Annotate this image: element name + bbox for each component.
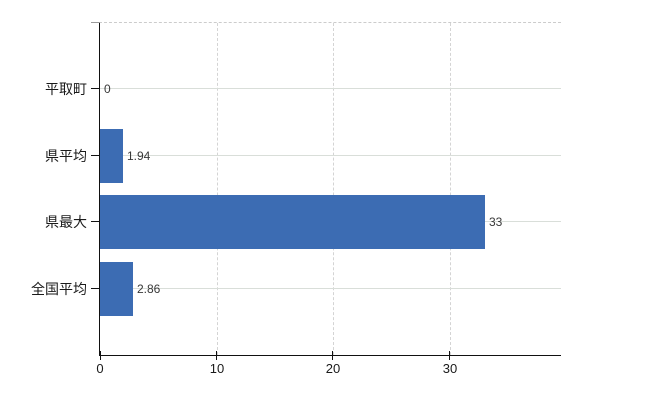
x-axis-tick (332, 351, 333, 360)
category-label: 全国平均 (31, 281, 87, 297)
gridline-vertical (216, 23, 218, 355)
gridline-horizontal (100, 88, 561, 89)
x-tick-label: 30 (442, 361, 458, 376)
category-label: 県平均 (45, 148, 87, 164)
value-label: 0 (104, 82, 111, 96)
x-axis-tick (216, 351, 217, 360)
x-tick-label: 20 (325, 361, 341, 376)
x-tick-label: 10 (209, 361, 225, 376)
gridline-horizontal (100, 288, 561, 289)
value-label: 33 (489, 215, 503, 229)
labels-layer: 0 平取町 1.94 県平均 33 県最大 2.86 全国平均 0 10 20 30 (31, 23, 561, 375)
gridline-horizontal (100, 155, 561, 156)
bar (100, 129, 123, 183)
category-label: 県最大 (45, 214, 87, 230)
gridline-vertical (333, 23, 335, 355)
value-label: 1.94 (127, 149, 151, 163)
value-label: 2.86 (137, 282, 161, 296)
x-tick-label: 0 (96, 361, 104, 376)
y-axis-tick (91, 88, 100, 89)
bars-layer (100, 23, 561, 355)
gridline-vertical (450, 23, 452, 355)
bar (100, 262, 133, 316)
x-axis-tick (449, 351, 450, 360)
x-axis-tick (100, 351, 101, 360)
plot-area: 0 平取町 1.94 県平均 33 県最大 2.86 全国平均 0 10 20 30 (31, 22, 561, 375)
y-axis-tick (91, 221, 100, 222)
y-axis-tick (91, 155, 100, 156)
y-axis-tick (91, 288, 100, 289)
axis-top-tick (91, 22, 100, 23)
bar (100, 195, 485, 249)
category-label: 平取町 (45, 81, 87, 97)
